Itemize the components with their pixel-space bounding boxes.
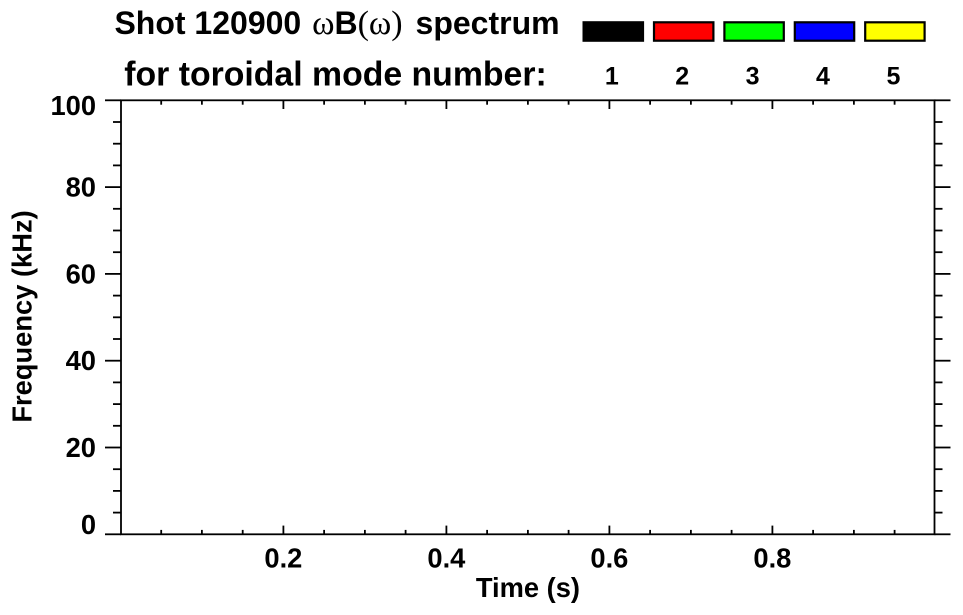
svg-text:for toroidal mode number:: for toroidal mode number: — [124, 56, 546, 94]
svg-text:3: 3 — [746, 62, 760, 90]
svg-text:Time (s): Time (s) — [476, 572, 580, 603]
svg-text:60: 60 — [66, 258, 96, 289]
svg-text:40: 40 — [66, 345, 96, 376]
svg-text:2: 2 — [675, 62, 689, 90]
svg-text:20: 20 — [66, 432, 96, 463]
svg-text:0.4: 0.4 — [427, 542, 466, 573]
svg-text:0.2: 0.2 — [264, 542, 302, 573]
svg-text:0.8: 0.8 — [753, 542, 791, 573]
svg-text:0.6: 0.6 — [590, 542, 628, 573]
svg-text:Shot 120900 ωB(ω) spectrum: Shot 120900 ωB(ω) spectrum — [114, 5, 559, 42]
svg-text:0: 0 — [81, 509, 96, 540]
svg-text:4: 4 — [816, 62, 830, 90]
svg-text:Frequency (kHz): Frequency (kHz) — [7, 210, 38, 422]
svg-text:5: 5 — [886, 62, 900, 90]
svg-text:80: 80 — [66, 172, 96, 203]
svg-text:100: 100 — [50, 90, 96, 121]
svg-text:1: 1 — [605, 62, 619, 90]
